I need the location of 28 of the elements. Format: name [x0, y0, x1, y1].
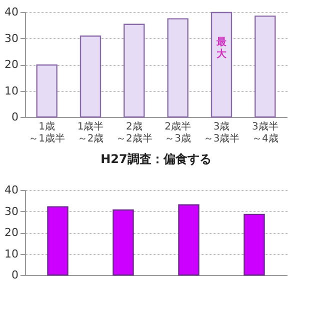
bar: [112, 209, 134, 276]
y-tick-label: 20: [4, 226, 18, 239]
x-tick-label: 3歳～3歳半: [203, 120, 240, 144]
bar: [47, 206, 68, 276]
bar: [244, 214, 265, 276]
bar: [167, 18, 188, 118]
bar: [124, 24, 145, 118]
y-tick-label: 10: [4, 247, 18, 260]
bar: [254, 16, 276, 118]
bar: [36, 64, 58, 118]
y-tick-label: 0: [12, 110, 18, 124]
annotation: 最大: [216, 36, 228, 60]
x-tick-label: 1歳半～2歳: [77, 120, 104, 144]
y-tick-label: 40: [4, 184, 18, 196]
x-tick-label: 3歳半～4歳: [252, 120, 278, 144]
x-tick-label: 2歳～2歳半: [116, 120, 152, 144]
y-tick-label: 0: [12, 268, 18, 282]
x-tick-label: 2歳半～3歳: [164, 120, 192, 144]
x-tick-label: 1歳～1歳半: [28, 120, 66, 144]
chart-title: H27調査：偏食する: [100, 152, 212, 166]
y-tick-label: 10: [4, 84, 18, 98]
bar: [178, 204, 200, 276]
y-tick-label: 40: [4, 6, 18, 18]
y-tick-label: 30: [4, 204, 18, 218]
y-tick-label: 20: [4, 58, 18, 71]
bar: [80, 36, 102, 118]
bar: [210, 12, 232, 118]
y-tick-label: 30: [4, 32, 18, 45]
